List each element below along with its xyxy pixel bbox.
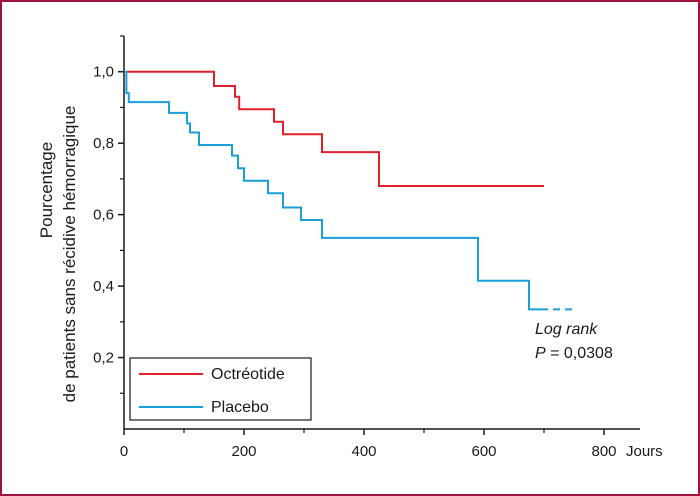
legend-label-placebo: Placebo [211, 399, 269, 416]
y-tick-label: 0,6 [93, 207, 114, 224]
y-tick-label: 1,0 [93, 64, 114, 81]
axes [123, 36, 640, 430]
x-tick-label: 200 [231, 443, 256, 460]
annotation-p-letter: P [535, 345, 546, 362]
series-line-octreotide [124, 70, 544, 188]
annotation-line2: P = 0,0308 [535, 345, 613, 362]
y-tick-label: 0,4 [93, 278, 114, 295]
series-line-placebo [124, 70, 541, 311]
x-axis-title: Jours [626, 443, 663, 460]
x-tick-label: 0 [120, 443, 128, 460]
legend-label-octreotide: Octréotide [211, 366, 285, 383]
x-tick-label: 600 [471, 443, 496, 460]
annotation-line1: Log rank [535, 321, 598, 338]
log-rank-annotation: Log rank P = 0,0308 [535, 321, 613, 362]
legend: Octréotide Placebo [129, 357, 312, 421]
x-tick-label: 400 [351, 443, 376, 460]
ticks: 0,2 0,4 0,6 0,8 1,0 0 200 400 600 800 [93, 35, 617, 460]
y-tick-label: 0,2 [93, 350, 114, 367]
y-tick-label: 0,8 [93, 135, 114, 152]
x-tick-label: 800 [591, 443, 616, 460]
y-axis-title-line1: Pourcentage [37, 142, 56, 238]
series-layer [124, 70, 574, 311]
legend-box [129, 357, 312, 421]
annotation-p-value: = 0,0308 [546, 345, 613, 362]
y-axis-title-line2: de patients sans récidive hémorragique [60, 106, 79, 403]
